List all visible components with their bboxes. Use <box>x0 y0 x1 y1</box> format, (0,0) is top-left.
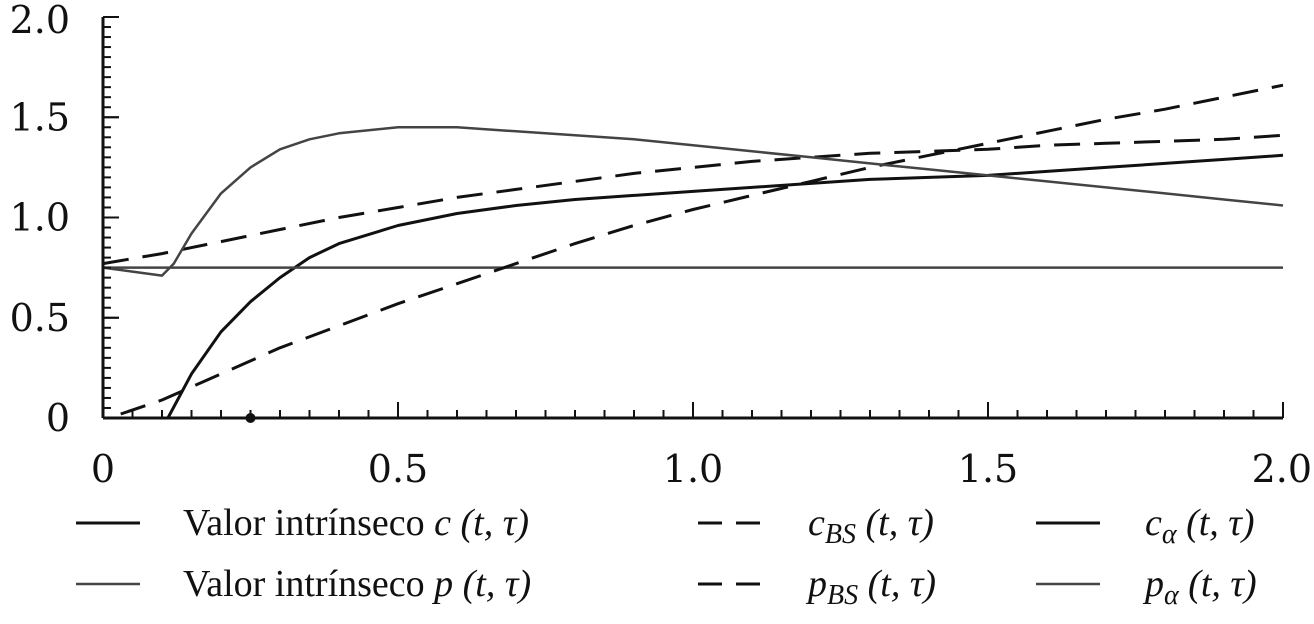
legend-item-0-0: Valor intrínseco c (t, τ) <box>76 502 529 544</box>
legend-label: cBS (t, τ) <box>808 502 934 550</box>
x-tick-label: 2.0 <box>1252 447 1312 491</box>
y-tick-label: 1.5 <box>10 95 70 139</box>
legend-item-0-1: cBS (t, τ) <box>698 502 934 550</box>
legend-label: Valor intrínseco c (t, τ) <box>183 502 529 544</box>
x-tick-label: 1.5 <box>958 447 1018 491</box>
legend-label: cα (t, τ) <box>1145 502 1255 550</box>
y-tick-label: 1.0 <box>10 196 70 240</box>
y-tick-label: 0.5 <box>10 296 70 340</box>
legend-label: Valor intrínseco p (t, τ) <box>183 563 531 605</box>
legend: Valor intrínseco c (t, τ) cBS (t, τ) cα (t… <box>76 502 1257 611</box>
y-tick-label: 0 <box>46 396 70 440</box>
series-line-2 <box>166 153 1284 419</box>
legend-label: pBS (t, τ) <box>805 563 936 611</box>
x-tick-label: 0 <box>91 447 115 491</box>
series-line-4 <box>120 83 1284 416</box>
legend-item-1-2: pα (t, τ) <box>1036 563 1257 611</box>
series-line-1 <box>102 133 1284 266</box>
legend-item-0-2: cα (t, τ) <box>1036 502 1255 550</box>
x-tick-label: 1.0 <box>663 447 723 491</box>
legend-label: pα (t, τ) <box>1142 563 1257 611</box>
legend-item-1-0: Valor intrínseco p (t, τ) <box>76 563 531 605</box>
legend-item-1-1: pBS (t, τ) <box>698 563 936 611</box>
y-tick-label: 2.0 <box>10 0 70 42</box>
series-line-5 <box>102 126 1284 277</box>
plot-area <box>102 83 1284 423</box>
x-tick-label: 0.5 <box>368 447 428 491</box>
axes: 0 0.5 1.0 1.5 2.0 0 0.5 1.0 1.5 2.0 <box>10 0 1312 491</box>
